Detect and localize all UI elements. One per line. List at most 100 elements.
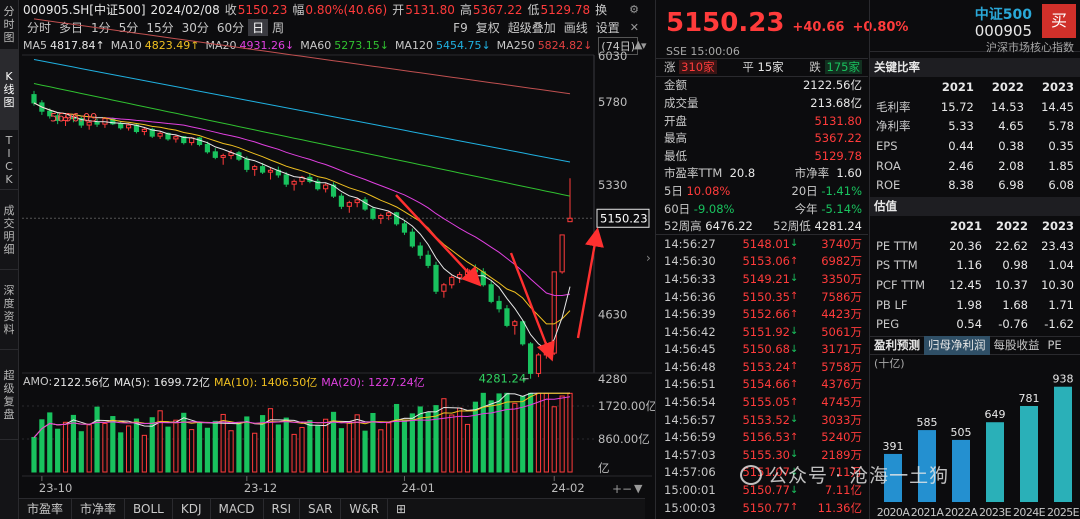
table-cell: 6.98 (980, 175, 1030, 195)
tick-price: 5148.01 (732, 237, 790, 251)
volume-bar (544, 393, 548, 472)
ratios-header: 关键比率 (870, 58, 1080, 77)
flat-count: 15家 (758, 60, 784, 74)
stat-label: 最低 (664, 148, 687, 164)
table-header-cell: 2022 (988, 216, 1034, 236)
stat-label: 金额 (664, 77, 687, 93)
volume-bars (32, 393, 572, 472)
tick-time: 14:56:59 (656, 430, 732, 444)
table-cell: 0.98 (988, 256, 1034, 276)
watermark: 公众号 · 沧海一土狗 (740, 461, 949, 488)
volume-bar (205, 428, 209, 472)
up-arrow-icon: ↑ (790, 397, 800, 408)
candle-body (544, 353, 548, 355)
table-cell: 15.72 (930, 97, 980, 117)
add-indicator-button[interactable]: ⊞ (388, 499, 414, 519)
table-cell: 毛利率 (870, 97, 930, 117)
volume-bar (48, 413, 52, 472)
table-cell: 1.85 (1030, 156, 1080, 176)
tick-time: 14:56:42 (656, 325, 732, 339)
table-cell: 12.45 (942, 275, 988, 295)
volume-bar (166, 427, 170, 472)
pe-value: 20.8 (730, 166, 756, 180)
volume-bar (481, 393, 485, 472)
forecast-tab-2[interactable]: 每股收益 (990, 336, 1044, 355)
volume-bar (568, 393, 572, 472)
up-arrow-icon: ↑ (790, 256, 800, 267)
amo-ma10: MA(10): 1406.50亿 (214, 374, 317, 390)
indicator-tab-4[interactable]: MACD (211, 499, 264, 519)
candle-body (434, 265, 438, 291)
volume-bar (213, 421, 217, 472)
volume-bar (292, 434, 296, 472)
up-count: 310家 (679, 60, 716, 74)
indicator-tab-1[interactable]: 市净率 (72, 499, 125, 519)
w52-high-label: 52周高 (664, 219, 702, 233)
candle-body (260, 167, 264, 173)
indicator-tab-0[interactable]: 市盈率 (19, 499, 72, 519)
forecast-tab-0: 盈利预测 (870, 336, 924, 355)
candle-body (363, 200, 367, 209)
candle-body (473, 270, 477, 272)
volume-bar (119, 433, 123, 472)
candle-body (379, 216, 383, 219)
table-cell: 14.53 (980, 97, 1030, 117)
pb-value: 1.60 (836, 166, 862, 180)
table-cell: 20.36 (942, 236, 988, 256)
forecast-category: 2022A (944, 506, 978, 519)
tick-volume: 3740万 (800, 236, 868, 252)
forecast-tab-3[interactable]: PE (1044, 336, 1066, 355)
ma120-line (34, 60, 570, 163)
table-cell: ROA (870, 156, 930, 176)
expand-icon[interactable]: ▼ (634, 482, 643, 495)
volume-bar (442, 399, 446, 472)
buy-button[interactable]: 买 (1042, 4, 1076, 38)
indicator-tab-6[interactable]: SAR (300, 499, 341, 519)
kline-chart[interactable]: 6030 5780 5330 4630 4280 5150.23 5696.09 4281.2… (0, 0, 655, 519)
collapse-icon[interactable]: ▲ (634, 38, 643, 51)
zoom-in-icon[interactable]: + (612, 482, 622, 496)
volume-bar (158, 411, 162, 472)
forecast-bar (1020, 406, 1038, 502)
forecast-unit: (十亿) (870, 355, 1080, 369)
zoom-out-icon[interactable]: − (622, 482, 632, 496)
table-cell: 10.30 (1034, 275, 1080, 295)
stat-value: 5131.80 (814, 114, 862, 128)
tick-volume: 11.36亿 (800, 500, 868, 516)
candle-body (418, 246, 422, 255)
indicator-tab-2[interactable]: BOLL (125, 499, 173, 519)
candle-body (158, 133, 162, 136)
volume-bar (32, 437, 36, 472)
down-arrow-icon: ↓ (790, 414, 800, 425)
table-row: PS TTM 1.16 0.98 1.04 (870, 256, 1080, 276)
wechat-icon (740, 465, 762, 485)
volume-bar (190, 430, 194, 472)
table-cell: 1.68 (988, 295, 1034, 315)
indicator-tab-7[interactable]: W&R (341, 499, 388, 519)
indicator-tab-5[interactable]: RSI (264, 499, 301, 519)
volume-bar (197, 423, 201, 472)
candle-body (119, 124, 123, 128)
volume-bar (552, 407, 556, 472)
y-tick-3: 4630 (598, 307, 627, 321)
volume-bar (245, 417, 249, 472)
tick-time: 15:00:01 (656, 483, 732, 497)
forecast-tab-1[interactable]: 归母净利润 (924, 336, 990, 355)
perf-left: 60日 -9.08% (664, 201, 734, 217)
forecast-bar (986, 422, 1004, 502)
up-arrow-icon: ↑ (790, 432, 800, 443)
candle-body (560, 235, 564, 272)
forecast-value: 781 (1019, 392, 1040, 405)
table-cell: 0.44 (930, 136, 980, 156)
pe-label: 市盈率TTM (664, 166, 722, 180)
indicator-tab-3[interactable]: KDJ (173, 499, 211, 519)
volume-bar (536, 393, 540, 472)
volume-bar (237, 424, 241, 472)
panel-toggle-icon[interactable]: › (646, 251, 651, 265)
tick-volume: 6982万 (800, 253, 868, 269)
table-cell: ROE (870, 175, 930, 195)
tick-price: 5153.06 (732, 254, 790, 268)
last-price: 5150.23 (666, 8, 784, 38)
index-category: 沪深市场核心指数 (986, 42, 1074, 53)
tick-row: 14:56:59 5156.53 ↑ 5240万 (656, 428, 868, 446)
